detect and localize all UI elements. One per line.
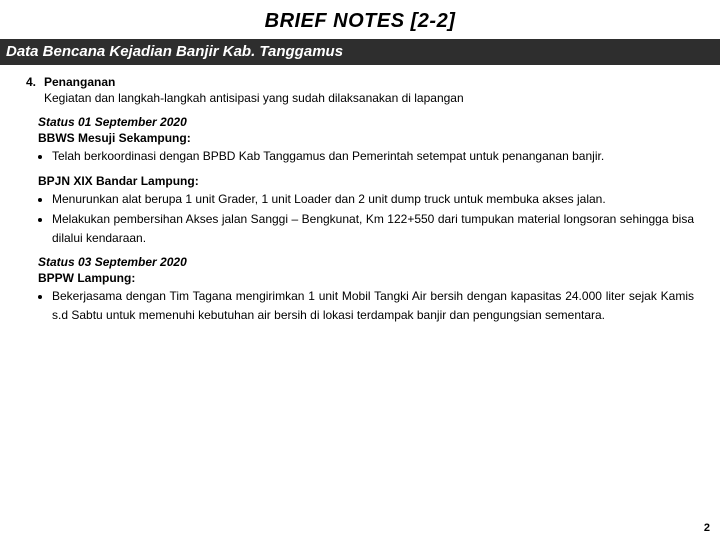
content: 4. Penanganan Kegiatan dan langkah-langk… [18, 75, 702, 325]
page-title: BRIEF NOTES [2-2] [18, 10, 702, 33]
bullet-list: Bekerjasama dengan Tim Tagana mengirimka… [38, 287, 694, 324]
bullet-list: Telah berkoordinasi dengan BPBD Kab Tang… [38, 147, 694, 166]
list-item: Melakukan pembersihan Akses jalan Sanggi… [52, 210, 694, 247]
list-item: Bekerjasama dengan Tim Tagana mengirimka… [52, 287, 694, 324]
list-item: Menurunkan alat berupa 1 unit Grader, 1 … [52, 190, 694, 209]
org-heading: BPJN XIX Bandar Lampung: [38, 174, 694, 188]
org-heading: BBWS Mesuji Sekampung: [38, 131, 694, 145]
subtitle-bar: Data Bencana Kejadian Banjir Kab. Tangga… [0, 39, 720, 65]
status-block: Status 03 September 2020 BPPW Lampung: B… [38, 255, 694, 324]
bullet-list: Menurunkan alat berupa 1 unit Grader, 1 … [38, 190, 694, 248]
page-number: 2 [704, 522, 710, 534]
list-item: Telah berkoordinasi dengan BPBD Kab Tang… [52, 147, 694, 166]
status-heading: Status 01 September 2020 [38, 115, 694, 129]
section-row: 4. Penanganan [26, 75, 694, 89]
org-heading: BPPW Lampung: [38, 271, 694, 285]
section-description: Kegiatan dan langkah-langkah antisipasi … [44, 91, 694, 105]
section-label: Penanganan [44, 75, 115, 89]
status-block: Status 01 September 2020 BBWS Mesuji Sek… [38, 115, 694, 247]
status-heading: Status 03 September 2020 [38, 255, 694, 269]
section-number: 4. [26, 75, 44, 89]
